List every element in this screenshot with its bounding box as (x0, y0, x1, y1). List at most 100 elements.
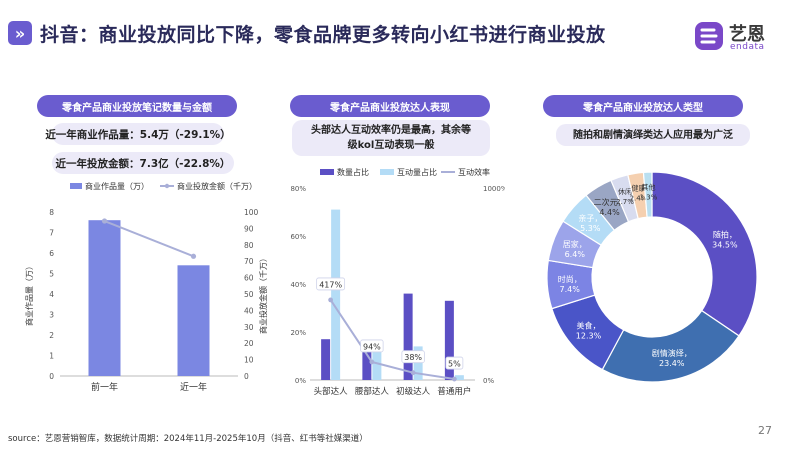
slice-name: 剧情演绎， (652, 348, 692, 358)
data-label-efficiency: 5% (448, 360, 461, 369)
y-tick-label: 0% (295, 377, 306, 385)
y2-tick-label: 60 (244, 274, 254, 283)
slice-value: 5.3% (580, 224, 601, 233)
y2-tick-label: 90 (244, 224, 254, 233)
panel1-title: 零食产品商业投放笔记数量与金额 (37, 95, 237, 117)
bar-count (321, 339, 331, 380)
line-point-spend (190, 253, 197, 259)
slice-name: 居家， (563, 239, 587, 249)
slice-value: 2.7% (616, 198, 634, 206)
y2-tick-label: 100 (244, 208, 259, 217)
y2-tick-label: 0 (244, 372, 249, 381)
panel2-note: 头部达人互动效率仍是最高，其余等 级kol互动表现一般 (292, 120, 490, 156)
metric-works: 近一年商业作品量：5.4万（-29.1%） (45, 123, 231, 145)
panel2-note-line2: 级kol互动表现一般 (347, 140, 435, 151)
legend-swatch-works (70, 183, 82, 189)
y-tick-label: 20% (290, 329, 306, 337)
data-label-efficiency: 94% (363, 342, 381, 351)
data-label-efficiency: 38% (404, 353, 422, 362)
y2-tick-label: 40 (244, 306, 254, 315)
line-point-efficiency (369, 359, 375, 365)
bar-count (362, 348, 372, 380)
y-tick-label: 3 (49, 311, 54, 320)
x-tick-label: 前一年 (91, 381, 118, 393)
y-tick-label: 60% (290, 233, 306, 241)
slice-value: 34.5% (712, 240, 738, 249)
data-label-efficiency: 417% (319, 280, 342, 289)
y2-tick-label: 0% (483, 377, 494, 385)
y-tick-label: 2 (49, 331, 54, 340)
legend-label-spend: 商业投放金额（千万） (177, 181, 257, 191)
slice-1 (601, 309, 740, 383)
x-tick-label: 头部达人 (314, 386, 349, 397)
slice-name: 二次元， (594, 197, 626, 207)
slice-name: 随拍， (713, 229, 737, 239)
y-tick-label: 0 (49, 372, 54, 381)
bar-count (403, 293, 413, 380)
chevron-icon: » (8, 21, 32, 45)
slice-name: 时尚， (558, 274, 582, 284)
x-tick-label: 近一年 (180, 381, 207, 393)
y2-tick-label: 1000% (483, 185, 505, 193)
y2-tick-label: 80 (244, 241, 254, 250)
y2-tick-label: 10 (244, 356, 254, 365)
slice-name: 其他 (641, 183, 655, 192)
chart-kol-performance: 数量占比 互动量占比 互动效率 0% 20% 40% 60% 80% 0% 1000% 头部达人腰部… (290, 167, 505, 397)
y-tick-label: 6 (49, 249, 54, 258)
slice-value: 2.4% (630, 195, 648, 203)
header: » 抖音：商业投放同比下降，零食品牌更多转向小红书进行商业投放 艺恩 endat… (0, 0, 799, 62)
bar-interact (454, 375, 464, 380)
y2-tick-label: 50 (244, 290, 254, 299)
y-tick-label: 5 (49, 270, 54, 279)
legend-label-efficiency: 互动效率 (458, 167, 490, 177)
page-title: 抖音：商业投放同比下降，零食品牌更多转向小红书进行商业投放 (40, 24, 606, 46)
line-efficiency (329, 299, 455, 381)
slice-0 (651, 171, 758, 337)
data-label-box (445, 356, 464, 370)
panel3-note: 随拍和剧情演绎类达人应用最为广泛 (556, 124, 750, 146)
slice-name: 健康 (631, 184, 645, 193)
line-point-spend (101, 218, 108, 224)
y2-axis-title: 商业投放金额（千万） (258, 254, 268, 334)
slice-value: 12.3% (576, 332, 602, 341)
legend-swatch-count (320, 169, 334, 175)
slice-value: 4.4% (599, 208, 620, 217)
bar-interact (413, 346, 423, 380)
panel3-title: 零食产品商业投放达人类型 (543, 95, 743, 117)
legend-label-works: 商业作品量（万） (85, 181, 149, 191)
source-note: source：艺恩营销智库，数据统计周期：2024年11月-2025年10月（抖… (8, 434, 368, 444)
y2-tick-label: 70 (244, 257, 254, 266)
line-point-efficiency (328, 297, 334, 303)
data-label-box (401, 350, 425, 364)
logo: 艺恩 endata (693, 20, 781, 54)
y-tick-label: 40% (290, 281, 306, 289)
page-number: 27 (758, 424, 772, 437)
legend-label-interact: 互动量占比 (397, 167, 437, 177)
slice-value: 23.4% (659, 359, 685, 368)
panel2-title: 零食产品商业投放达人表现 (290, 95, 490, 117)
slice-name: 休闲 (618, 187, 632, 196)
legend-marker-spend (164, 183, 170, 189)
panel2-note-line1: 头部达人互动效率仍是最高，其余等 (311, 125, 471, 136)
slice-value: 1.3% (640, 194, 658, 202)
y-tick-label: 4 (49, 290, 54, 299)
slice-name: 亲子， (578, 213, 602, 223)
slice-value: 7.4% (560, 285, 581, 294)
slice-9 (642, 171, 653, 218)
bar-interact (331, 209, 341, 380)
slice-value: 6.4% (565, 250, 586, 259)
bar-count (444, 300, 454, 380)
slice-name: 美食， (576, 321, 600, 331)
y-tick-label: 7 (49, 229, 54, 238)
x-tick-label: 初级达人 (396, 386, 431, 397)
legend-label-count: 数量占比 (337, 167, 369, 177)
x-tick-label: 腰部达人 (355, 386, 390, 397)
line-spend (104, 220, 194, 258)
bar-interact (372, 348, 382, 380)
data-label-box (316, 277, 346, 291)
logo-mark-icon (695, 22, 723, 50)
legend-swatch-interact (380, 169, 394, 175)
y2-tick-label: 30 (244, 323, 254, 332)
y-axis-title: 商业作品量（万） (24, 262, 34, 326)
logo-subtext: endata (730, 42, 765, 52)
